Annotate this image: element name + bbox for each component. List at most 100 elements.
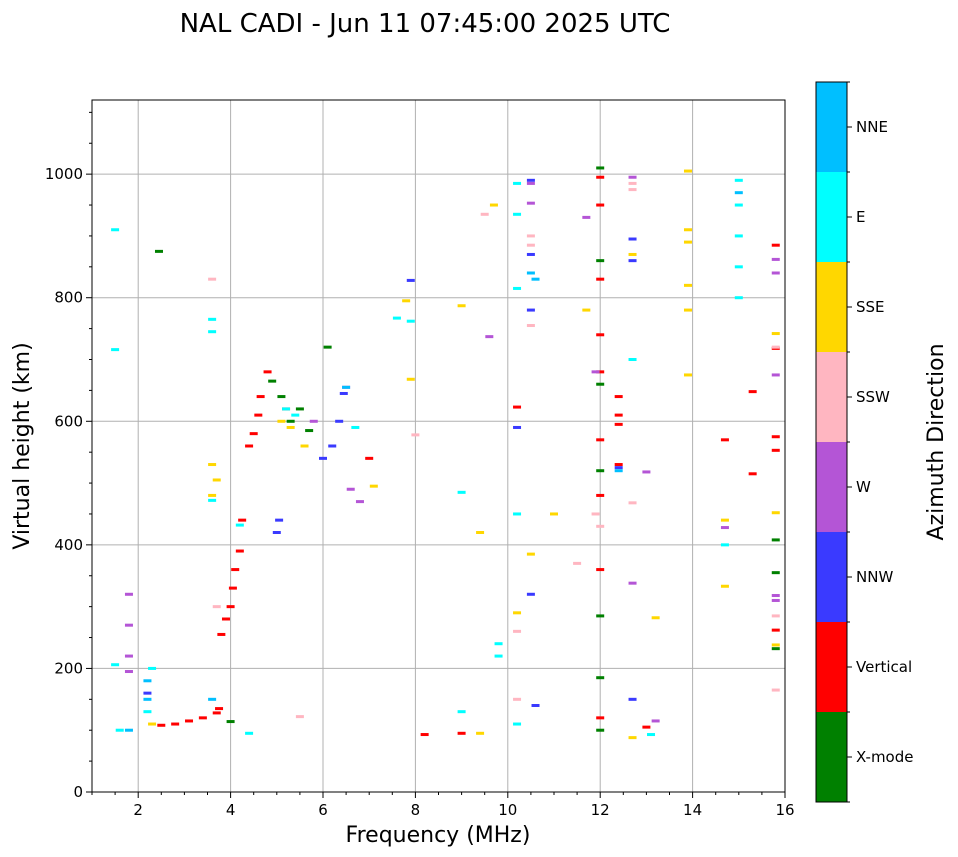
data-point bbox=[263, 370, 272, 374]
data-point bbox=[526, 234, 535, 238]
data-point bbox=[323, 345, 332, 349]
data-point bbox=[154, 249, 163, 253]
y-tick-label: 400 bbox=[54, 536, 83, 554]
data-point bbox=[591, 512, 600, 516]
data-point bbox=[596, 370, 605, 374]
data-point bbox=[272, 531, 281, 534]
data-point bbox=[235, 523, 244, 527]
colorbar-frame bbox=[815, 81, 848, 803]
data-point bbox=[614, 466, 623, 470]
data-point bbox=[596, 493, 605, 497]
data-point bbox=[513, 286, 522, 290]
data-point bbox=[476, 531, 485, 534]
y-tick-label: 600 bbox=[54, 412, 83, 430]
data-point bbox=[513, 629, 522, 633]
data-point bbox=[226, 605, 235, 609]
data-point bbox=[342, 385, 351, 389]
data-point bbox=[411, 433, 420, 437]
data-point bbox=[582, 215, 591, 219]
colorbar-label: Azimuth Direction bbox=[924, 343, 949, 540]
data-point bbox=[628, 581, 637, 585]
y-tick-label: 800 bbox=[54, 289, 83, 307]
data-point bbox=[208, 498, 217, 502]
data-point bbox=[235, 549, 244, 553]
data-point bbox=[215, 707, 224, 711]
data-point bbox=[526, 252, 535, 256]
data-point bbox=[596, 333, 605, 337]
data-point bbox=[734, 178, 743, 182]
data-point bbox=[402, 299, 411, 303]
data-point bbox=[642, 470, 651, 474]
data-point bbox=[275, 518, 284, 522]
data-point bbox=[628, 501, 637, 505]
data-point bbox=[771, 598, 780, 602]
data-point bbox=[339, 391, 348, 395]
data-point bbox=[124, 592, 133, 596]
colorbar-swatch bbox=[816, 172, 847, 262]
colorbar-tick-label: NNW bbox=[856, 568, 893, 586]
y-tick-label: 200 bbox=[54, 659, 83, 677]
data-point bbox=[513, 697, 522, 701]
data-point bbox=[124, 728, 133, 732]
data-point bbox=[256, 395, 265, 399]
axis-ticks: 2 4 6 8 10 12 14 16 0 200 400 600 800 1000 bbox=[45, 111, 795, 819]
data-point bbox=[124, 623, 133, 627]
data-point bbox=[143, 697, 152, 701]
data-point bbox=[526, 592, 535, 596]
colorbar-swatch bbox=[816, 442, 847, 532]
data-point bbox=[628, 237, 637, 241]
data-point bbox=[526, 178, 535, 182]
data-point bbox=[513, 512, 522, 516]
x-tick-label: 14 bbox=[683, 801, 702, 819]
data-point bbox=[171, 722, 180, 726]
data-point bbox=[591, 370, 600, 374]
data-point bbox=[249, 432, 258, 436]
data-point bbox=[720, 438, 729, 442]
data-point bbox=[771, 594, 780, 598]
data-point bbox=[494, 642, 503, 646]
x-tick-label: 12 bbox=[591, 801, 610, 819]
data-point bbox=[406, 278, 415, 282]
data-point bbox=[614, 422, 623, 426]
data-point bbox=[198, 716, 207, 720]
y-axis-label: Virtual height (km) bbox=[10, 342, 35, 549]
data-point bbox=[457, 731, 466, 735]
data-point bbox=[513, 425, 522, 429]
data-point bbox=[480, 212, 489, 216]
data-point bbox=[614, 395, 623, 399]
grid-lines bbox=[92, 100, 785, 792]
data-point bbox=[683, 308, 692, 312]
colorbar-swatch bbox=[816, 622, 847, 712]
data-point bbox=[148, 722, 157, 726]
data-point bbox=[228, 586, 237, 590]
data-point bbox=[208, 277, 217, 281]
data-point bbox=[628, 697, 637, 701]
data-point bbox=[647, 733, 656, 737]
data-point bbox=[734, 296, 743, 300]
data-points bbox=[111, 166, 780, 740]
colorbar-swatch bbox=[816, 82, 847, 172]
x-tick-label: 6 bbox=[318, 801, 328, 819]
data-point bbox=[771, 628, 780, 632]
data-point bbox=[596, 277, 605, 281]
data-point bbox=[208, 697, 217, 701]
data-point bbox=[628, 259, 637, 263]
data-point bbox=[305, 429, 314, 433]
data-point bbox=[582, 308, 591, 312]
data-point bbox=[286, 419, 295, 423]
data-point bbox=[124, 654, 133, 658]
data-point bbox=[295, 407, 304, 411]
data-point bbox=[157, 723, 166, 727]
chart-title: NAL CADI - Jun 11 07:45:00 2025 UTC bbox=[180, 9, 671, 39]
data-point bbox=[143, 679, 152, 683]
data-point bbox=[683, 373, 692, 377]
data-point bbox=[771, 511, 780, 515]
data-point bbox=[513, 611, 522, 615]
data-point bbox=[614, 469, 623, 473]
data-point bbox=[355, 500, 364, 504]
data-point bbox=[596, 676, 605, 680]
data-point bbox=[531, 704, 540, 707]
data-point bbox=[328, 444, 337, 448]
data-point bbox=[111, 228, 120, 232]
